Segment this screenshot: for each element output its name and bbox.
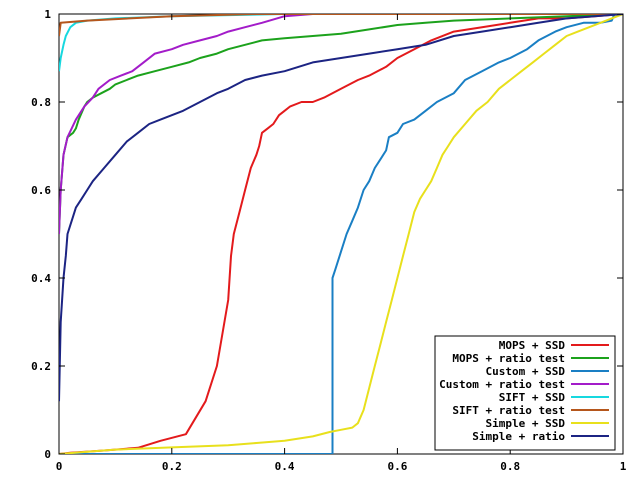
legend-label: SIFT + SSD — [499, 391, 566, 404]
y-tick-label: 0 — [44, 448, 51, 461]
y-tick-label: 0.8 — [31, 96, 51, 109]
x-tick-label: 0.8 — [500, 460, 520, 473]
series-line-6 — [59, 14, 623, 37]
x-tick-label: 0.4 — [275, 460, 295, 473]
axis-layer: 0 0.2 0.4 0.6 0.8 1 0 0.2 0.4 0.6 0.8 1 — [31, 8, 627, 473]
legend-label: Custom + ratio test — [439, 378, 565, 391]
series-line-4 — [59, 14, 623, 235]
legend-label: Simple + ratio — [472, 430, 565, 443]
legend-box — [434, 335, 616, 451]
series-line-8 — [59, 14, 623, 402]
y-tick-label: 1 — [44, 8, 51, 21]
x-tick-label: 0.2 — [162, 460, 182, 473]
legend-label: MOPS + ratio test — [452, 352, 565, 365]
series-layer — [59, 14, 623, 454]
series-line-7 — [59, 14, 623, 454]
y-tick-label: 0.6 — [31, 184, 51, 197]
series-line-1 — [59, 14, 623, 454]
legend-label: Simple + SSD — [486, 417, 566, 430]
x-tick-label: 1 — [620, 460, 627, 473]
x-tick-label: 0 — [56, 460, 63, 473]
series-line-3 — [59, 14, 623, 454]
legend-label: MOPS + SSD — [499, 339, 566, 352]
y-tick-label: 0.4 — [31, 272, 51, 285]
y-tick-label: 0.2 — [31, 360, 51, 373]
legend-label: Custom + SSD — [486, 365, 566, 378]
legend-label: SIFT + ratio test — [452, 404, 565, 417]
series-line-2 — [59, 14, 623, 235]
x-tick-label: 0.6 — [387, 460, 407, 473]
